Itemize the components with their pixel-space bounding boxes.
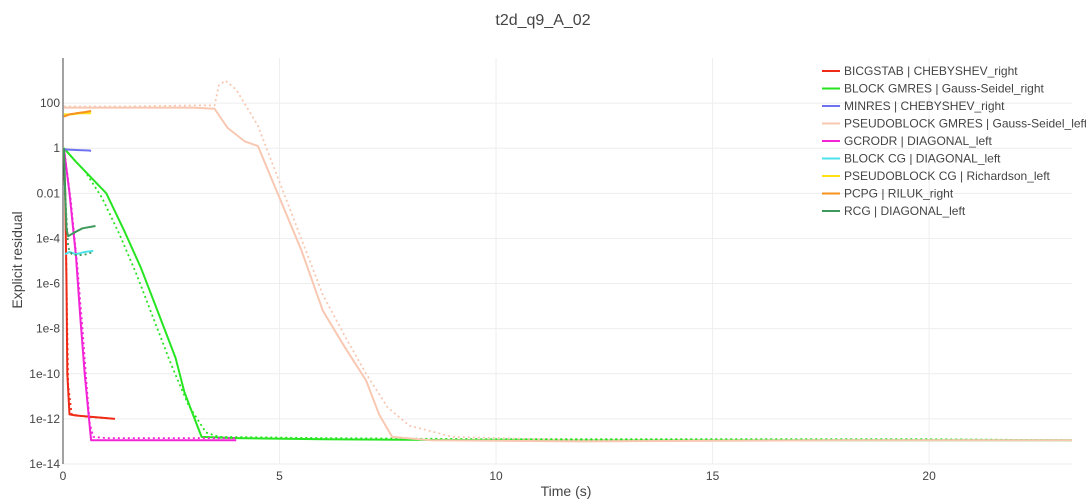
- series-line-pcpg-riluk-right: [63, 110, 92, 118]
- y-tick-label: 1e-4: [36, 231, 60, 245]
- series-dotted-bicgstab-chebyshev-right: [63, 148, 116, 420]
- x-tick-label: 10: [489, 469, 503, 483]
- series-line-pseudoblock-gmres-gauss-seidel-left: [63, 106, 1072, 443]
- x-tick-label: 20: [922, 469, 936, 483]
- y-tick-label: 1e-12: [29, 412, 60, 426]
- y-tick-label: 1e-8: [36, 322, 60, 336]
- x-tick-label: 5: [276, 469, 283, 483]
- y-tick-label: 1e-10: [29, 367, 60, 381]
- series-dotted-pseudoblock-gmres-gauss-seidel-left: [63, 79, 1072, 442]
- legend-label-minres-chebyshev-right[interactable]: MINRES | CHEBYSHEV_right: [844, 99, 1005, 113]
- chart-title: t2d_q9_A_02: [495, 12, 590, 29]
- grid-layer: [63, 58, 1072, 465]
- x-axis-title: Time (s): [541, 483, 592, 499]
- legend-label-block-cg-diagonal-left[interactable]: BLOCK CG | DIAGONAL_left: [844, 152, 1001, 166]
- legend: BICGSTAB | CHEBYSHEV_right BLOCK GMRES | …: [822, 64, 1086, 218]
- legend-label-block-gmres-gauss-seidel-right[interactable]: BLOCK GMRES | Gauss-Seidel_right: [844, 82, 1045, 96]
- series-line-minres-chebyshev-right: [63, 148, 92, 152]
- series-layer: [62, 79, 1073, 443]
- y-axis-title: Explicit residual: [9, 211, 25, 308]
- x-tick-label: 0: [60, 469, 67, 483]
- legend-label-bicgstab-chebyshev-right[interactable]: BICGSTAB | CHEBYSHEV_right: [844, 64, 1018, 78]
- legend-label-gcrodr-diagonal-left[interactable]: GCRODR | DIAGONAL_left: [844, 134, 992, 148]
- legend-label-pseudoblock-gmres-gauss-seidel-left[interactable]: PSEUDOBLOCK GMRES | Gauss-Seidel_left: [844, 117, 1086, 131]
- y-tick-label: 1e-6: [36, 277, 60, 291]
- ticks-layer: 0 5 10 15 20 100 1 0.01 1e-4 1e-6 1e-8 1e-10 1e-12 1e…: [29, 96, 936, 483]
- y-tick-label: 1e-14: [29, 457, 60, 471]
- series-line-rcg-diagonal-left: [62, 148, 96, 238]
- legend-label-rcg-diagonal-left[interactable]: RCG | DIAGONAL_left: [844, 204, 966, 218]
- series-dotted-rcg-diagonal-left: [63, 148, 94, 257]
- legend-label-pcpg-riluk-right[interactable]: PCPG | RILUK_right: [844, 187, 954, 201]
- y-tick-label: 1: [53, 141, 60, 155]
- legend-label-pseudoblock-cg-richardson-left[interactable]: PSEUDOBLOCK CG | Richardson_left: [844, 169, 1051, 183]
- series-line-gcrodr-diagonal-left: [62, 148, 237, 442]
- x-tick-label: 15: [706, 469, 720, 483]
- series-dotted-block-gmres-gauss-seidel-right: [63, 147, 1073, 442]
- y-tick-label: 0.01: [37, 186, 61, 200]
- y-tick-label: 100: [40, 96, 60, 110]
